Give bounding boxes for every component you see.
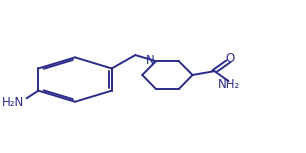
Text: O: O	[226, 52, 235, 65]
Text: H₂N: H₂N	[2, 96, 24, 109]
Text: N: N	[146, 54, 155, 67]
Text: NH₂: NH₂	[218, 78, 241, 91]
